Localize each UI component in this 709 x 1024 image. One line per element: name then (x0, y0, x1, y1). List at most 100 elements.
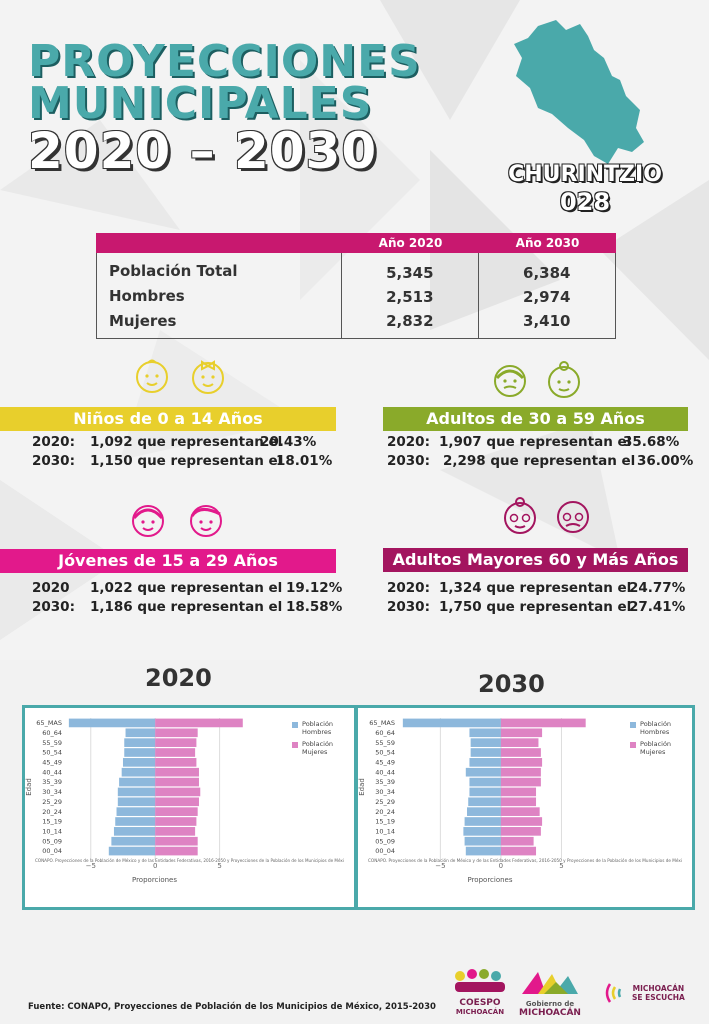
pyramid-bar (465, 846, 501, 856)
coespo-people-icon (455, 969, 505, 992)
escucha-text-2: SE ESCUCHA (632, 993, 685, 1002)
adultos-2030: 2030: 2,298 que representan el 36.00% (387, 453, 694, 469)
pyramid-bar (464, 836, 501, 846)
pyramid-bar (468, 797, 501, 807)
age-tick-label: 35_39 (375, 778, 395, 786)
pyramid-bar (469, 728, 501, 738)
x-tick-label: 5 (559, 862, 563, 870)
pyramid-bar (500, 807, 540, 816)
legend-swatch (292, 722, 298, 728)
row-label-hombres: Hombres (109, 287, 185, 305)
age-tick-label: 00_04 (375, 847, 395, 855)
legend-label: Población (640, 720, 671, 728)
legend-label: Mujeres (302, 748, 328, 756)
legend-label: Mujeres (640, 748, 666, 756)
title-line-2: MUNICIPALES (28, 78, 373, 129)
age-tick-label: 45_49 (375, 759, 395, 767)
baby-boy-icon (136, 359, 168, 393)
pyramid-bar (155, 767, 199, 777)
age-tick-label: 00_04 (42, 847, 62, 855)
y-axis-label: Edad (25, 778, 33, 796)
band-jovenes: Jóvenes de 15 a 29 Años (0, 549, 336, 573)
gobierno-sub: MICHOACÁN (519, 1008, 581, 1018)
x-tick-label: 0 (499, 862, 503, 870)
pyramid-bar (470, 738, 501, 747)
legend-swatch (630, 742, 636, 748)
age-tick-label: 55_59 (375, 739, 395, 747)
pyramid-bar (500, 728, 543, 738)
pyramid-bar (155, 728, 198, 738)
age-tick-label: 10_14 (42, 828, 62, 836)
pyramid-bar (108, 846, 156, 856)
age-tick-label: 15_19 (375, 818, 395, 826)
pyramid-bar (155, 836, 198, 846)
age-tick-label: 60_64 (375, 729, 395, 737)
x-tick-label: −5 (435, 862, 445, 870)
chart-source-note: CONAPO. Proyecciones de la Población de … (35, 858, 344, 863)
mujeres-2020: 2,832 (386, 312, 434, 330)
age-tick-label: 40_44 (42, 768, 62, 776)
pyramid-bar (500, 787, 537, 797)
pyramid-bar (155, 797, 199, 807)
jovenes-2030: 2030: 1,186 que representan el 18.58% (32, 599, 343, 615)
pyramid-bar (465, 767, 501, 777)
coespo-sub: MICHOACÁN (455, 1008, 505, 1016)
pyramid-bar (155, 846, 198, 856)
legend-label: Población (302, 720, 333, 728)
elderly-woman-icon (504, 497, 536, 534)
pyramid-bar (500, 817, 543, 826)
pyramid-bar (124, 748, 156, 757)
chart-source-note: CONAPO. Proyecciones de la Población de … (368, 858, 682, 863)
pyramid-bar (113, 827, 156, 836)
pyramid-bar (500, 797, 537, 807)
coespo-logo: COESPO MICHOACÁN (452, 968, 508, 1016)
x-axis-label: Proporciones (132, 876, 177, 884)
ninos-2030: 2030: 1,150 que representan el18.01% (32, 453, 333, 469)
pyramid-bar (155, 758, 197, 767)
legend-label: Hombres (302, 728, 332, 736)
pyramid-bar (470, 748, 501, 757)
pyramid-bar (155, 777, 199, 787)
pyramid-bar (500, 846, 537, 856)
legend-label: Población (640, 740, 671, 748)
pyramid-bar (125, 728, 156, 738)
chart-title-2020: 2020 (145, 664, 212, 692)
chart-title-2030: 2030 (478, 670, 545, 698)
age-tick-label: 15_19 (42, 818, 62, 826)
baby-girl-icon (192, 360, 224, 394)
age-tick-label: 60_64 (42, 729, 62, 737)
age-tick-label: 05_09 (375, 837, 395, 845)
pyramid-chart-2030: −5 0 5 65_MAS 60_64 55_59 50_54 45_49 40_44 35_39… (355, 705, 695, 910)
pyramid-bar (469, 758, 501, 767)
pyramid-bar (155, 738, 197, 747)
pyramid-bar (155, 827, 196, 836)
source-note: Fuente: CONAPO, Proyecciones de Població… (28, 1002, 436, 1012)
elderly-man-icon (557, 501, 589, 533)
municipality-map-icon (514, 20, 644, 164)
y-axis-label: Edad (358, 778, 366, 796)
age-tick-label: 25_29 (375, 798, 395, 806)
age-tick-label: 10_14 (375, 828, 395, 836)
row-label-mujeres: Mujeres (109, 312, 177, 330)
band-adultos: Adultos de 30 a 59 Años (383, 407, 688, 431)
x-tick-label: 5 (217, 862, 221, 870)
x-axis-label: Proporciones (467, 876, 512, 884)
ninos-2020: 2020: 1,092 que representan el20.43% (32, 434, 317, 450)
age-tick-label: 30_34 (375, 788, 395, 796)
pyramid-bar (111, 836, 156, 846)
pyramid-bar (402, 718, 501, 728)
escucha-text-1: MICHOACÁN (632, 984, 685, 993)
pyramid-bar (469, 787, 501, 797)
pyramid-bar (155, 787, 201, 797)
coespo-text: COESPO (459, 998, 501, 1008)
pyramid-bar (500, 827, 541, 836)
pyramid-bar (117, 797, 156, 807)
pyramid-bar (155, 718, 243, 728)
mujeres-2030: 3,410 (523, 312, 571, 330)
gobierno-mark-icon (522, 972, 578, 994)
gobierno-text: Gobierno de (525, 1000, 575, 1008)
age-tick-label: 20_24 (42, 808, 62, 816)
age-tick-label: 45_49 (42, 759, 62, 767)
legend-label: Hombres (640, 728, 670, 736)
